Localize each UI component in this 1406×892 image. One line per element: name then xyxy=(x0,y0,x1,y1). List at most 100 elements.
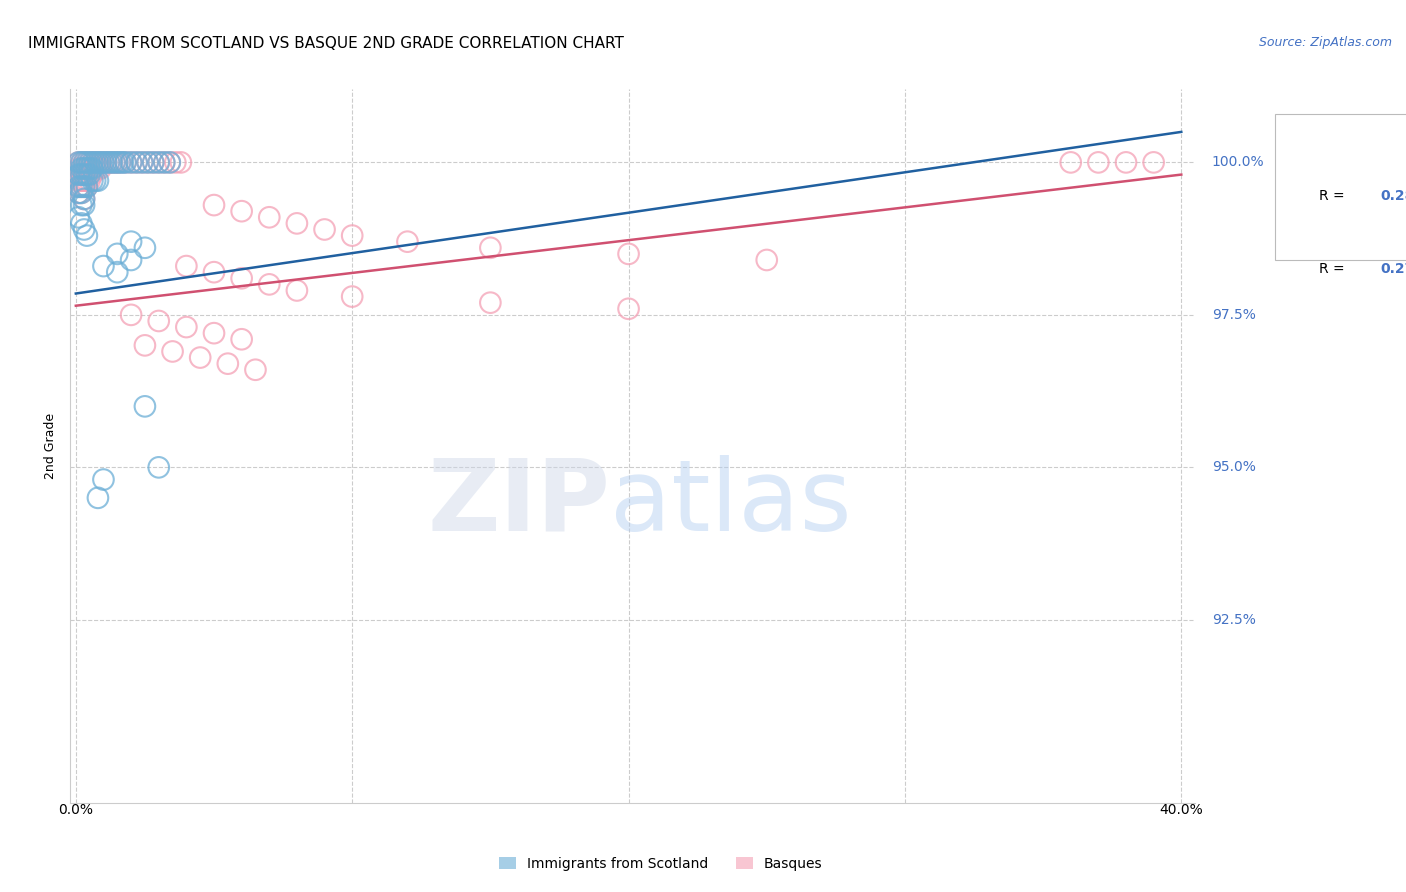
Point xyxy=(73,155,96,169)
Point xyxy=(67,168,90,182)
Point xyxy=(259,277,281,292)
Point xyxy=(87,155,110,169)
Point xyxy=(67,179,90,194)
Point xyxy=(165,155,187,169)
Point xyxy=(67,211,90,225)
Point xyxy=(79,155,101,169)
Point xyxy=(67,174,90,188)
Point xyxy=(93,155,115,169)
Point xyxy=(87,161,110,176)
Point xyxy=(73,155,96,169)
Point xyxy=(314,222,336,236)
Point xyxy=(114,155,136,169)
Point xyxy=(70,179,93,194)
Point xyxy=(70,168,93,182)
Point xyxy=(82,161,104,176)
Point xyxy=(105,247,128,261)
Point xyxy=(202,326,225,341)
Point xyxy=(67,155,90,169)
Point xyxy=(79,161,101,176)
Text: 0.0%: 0.0% xyxy=(58,803,93,817)
Point xyxy=(170,155,193,169)
Point xyxy=(87,491,110,505)
Point xyxy=(73,192,96,206)
Point xyxy=(340,289,363,303)
Text: 92.5%: 92.5% xyxy=(1212,613,1256,627)
Point xyxy=(98,155,121,169)
Text: Source: ZipAtlas.com: Source: ZipAtlas.com xyxy=(1258,36,1392,49)
Point xyxy=(111,155,134,169)
Point xyxy=(70,155,93,169)
Point xyxy=(100,155,122,169)
Point xyxy=(76,228,98,243)
Point xyxy=(96,155,118,169)
Point xyxy=(396,235,419,249)
Point xyxy=(73,161,96,176)
Point xyxy=(188,351,211,365)
Point xyxy=(176,259,198,273)
Text: R =: R = xyxy=(1319,189,1350,203)
Point xyxy=(479,241,502,255)
Point xyxy=(108,155,131,169)
Point xyxy=(120,308,142,322)
Text: IMMIGRANTS FROM SCOTLAND VS BASQUE 2ND GRADE CORRELATION CHART: IMMIGRANTS FROM SCOTLAND VS BASQUE 2ND G… xyxy=(28,36,624,51)
Point xyxy=(87,155,110,169)
Point xyxy=(84,174,107,188)
Text: 95.0%: 95.0% xyxy=(1212,460,1256,475)
Point xyxy=(120,235,142,249)
Point xyxy=(70,174,93,188)
Point xyxy=(73,168,96,182)
Point xyxy=(142,155,165,169)
Point xyxy=(153,155,176,169)
Point xyxy=(136,155,159,169)
Point xyxy=(84,155,107,169)
Point xyxy=(67,179,90,194)
Point xyxy=(73,168,96,182)
Point xyxy=(108,155,131,169)
Point xyxy=(79,174,101,188)
Point xyxy=(755,252,778,267)
Point xyxy=(93,155,115,169)
Point xyxy=(82,174,104,188)
Point xyxy=(70,168,93,182)
Point xyxy=(1087,155,1109,169)
Point xyxy=(73,222,96,236)
Point xyxy=(131,155,153,169)
Point xyxy=(1115,155,1137,169)
Point xyxy=(1060,155,1083,169)
Point xyxy=(134,241,156,255)
Point xyxy=(231,332,253,346)
Point xyxy=(73,179,96,194)
Point xyxy=(67,155,90,169)
Point xyxy=(73,179,96,194)
Point xyxy=(153,155,176,169)
Point xyxy=(96,155,118,169)
Point xyxy=(82,168,104,182)
Point xyxy=(176,320,198,334)
Point xyxy=(231,204,253,219)
Point xyxy=(142,155,165,169)
Point xyxy=(79,155,101,169)
Point xyxy=(70,186,93,200)
Point xyxy=(136,155,159,169)
Point xyxy=(67,186,90,200)
Point xyxy=(105,155,128,169)
Point xyxy=(259,211,281,225)
Point xyxy=(93,259,115,273)
Point xyxy=(285,216,308,230)
Point xyxy=(67,168,90,182)
Point xyxy=(76,161,98,176)
Point xyxy=(114,155,136,169)
Point xyxy=(70,179,93,194)
Point xyxy=(125,155,148,169)
Point xyxy=(90,161,112,176)
Point xyxy=(76,179,98,194)
Point xyxy=(148,155,170,169)
Point xyxy=(76,168,98,182)
Point xyxy=(134,400,156,414)
Point xyxy=(67,161,90,176)
Point xyxy=(285,284,308,298)
Text: 40.0%: 40.0% xyxy=(1160,803,1204,817)
Point xyxy=(90,155,112,169)
Point xyxy=(79,161,101,176)
